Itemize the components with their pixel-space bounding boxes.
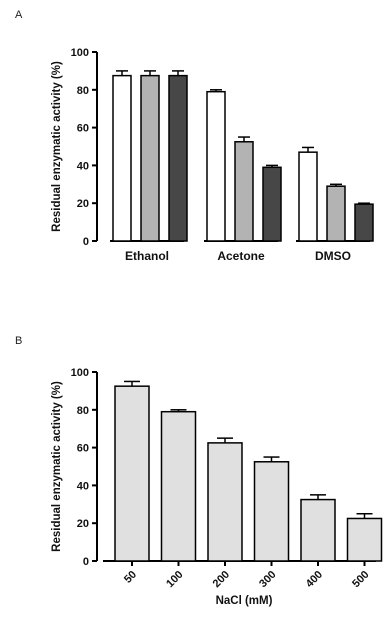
y-tick-label: 0 (83, 556, 89, 568)
panel-label: A (15, 9, 23, 21)
bar (160, 410, 197, 562)
x-category-label: DMSO (315, 249, 351, 263)
bar (253, 461, 290, 562)
x-axis-title: NaCl (mM) (216, 595, 273, 607)
y-tick-label: 100 (71, 367, 89, 379)
bar (326, 185, 346, 242)
panel-a: A 0 20 40 60 80 100 Residual enzymatic activity… (15, 9, 374, 263)
bar (354, 203, 374, 242)
y-tick-label: 40 (77, 480, 89, 492)
y-tick-label: 100 (71, 47, 89, 59)
bar (234, 141, 254, 242)
y-tick-label: 20 (77, 198, 89, 210)
y-axis-title: Residual enzymatic activity (%) (51, 61, 63, 232)
bar (168, 74, 188, 242)
bar (298, 151, 318, 242)
bar (140, 74, 160, 242)
x-tick-label: 200 (211, 569, 232, 590)
bar (207, 442, 243, 562)
y-tick-label: 80 (77, 405, 89, 417)
x-tick-label: 500 (350, 569, 371, 590)
y-tick-label: 60 (77, 443, 89, 455)
x-tick-label: 100 (164, 569, 185, 590)
bar (346, 517, 383, 562)
x-tick-label: 400 (304, 569, 325, 590)
panel-b: B 0 20 40 60 80 100 Residual enzymatic activity… (15, 335, 383, 607)
x-tick-label: 300 (257, 569, 278, 590)
y-tick-label: 0 (83, 236, 89, 248)
bar (114, 385, 150, 562)
bar (112, 74, 132, 242)
y-tick-label: 20 (77, 518, 89, 530)
y-axis-title: Residual enzymatic activity (%) (51, 381, 63, 552)
y-tick-label: 60 (77, 123, 89, 135)
bar (262, 166, 282, 242)
x-category-label: Acetone (217, 249, 265, 263)
panel-label: B (15, 335, 22, 347)
y-tick-label: 80 (77, 85, 89, 97)
bar (206, 90, 226, 242)
x-category-label: Ethanol (125, 249, 169, 263)
y-tick-label: 40 (77, 160, 89, 172)
x-tick-label: 50 (122, 569, 139, 586)
bar (300, 498, 336, 562)
